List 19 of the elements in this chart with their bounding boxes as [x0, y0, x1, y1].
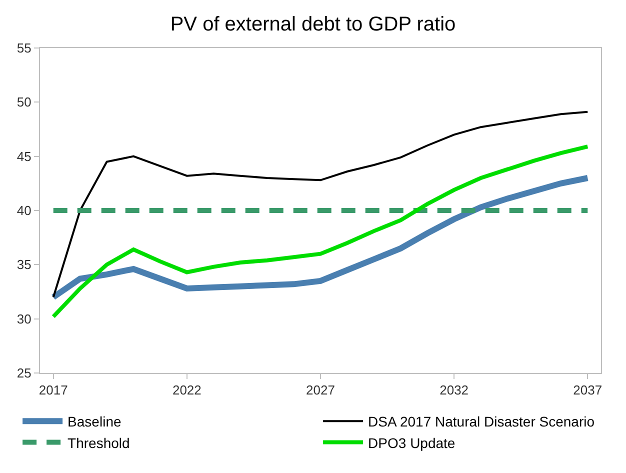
y-tick-label: 30 [16, 311, 32, 326]
y-tick-label: 50 [16, 94, 32, 110]
y-tick-label: 40 [16, 203, 32, 218]
x-tick-label: 2037 [573, 382, 602, 398]
legend-label: DSA 2017 Natural Disaster Scenario [368, 414, 595, 430]
legend-label: Baseline [68, 414, 122, 430]
chart-title: PV of external debt to GDP ratio [170, 14, 456, 36]
x-tick-label: 2032 [440, 382, 469, 398]
line-series [51, 144, 590, 319]
legend-label: DPO3 Update [368, 434, 456, 451]
y-tick-label: 45 [16, 148, 32, 164]
x-tick-label: 2017 [38, 382, 68, 398]
x-tick-label: 2027 [306, 382, 335, 398]
legend-label: Threshold [68, 434, 130, 451]
y-tick-label: 35 [16, 257, 32, 272]
x-tick-label: 2022 [172, 382, 202, 398]
line-series [52, 110, 589, 298]
y-tick-label: 55 [16, 40, 32, 56]
y-tick-label: 25 [16, 366, 32, 381]
